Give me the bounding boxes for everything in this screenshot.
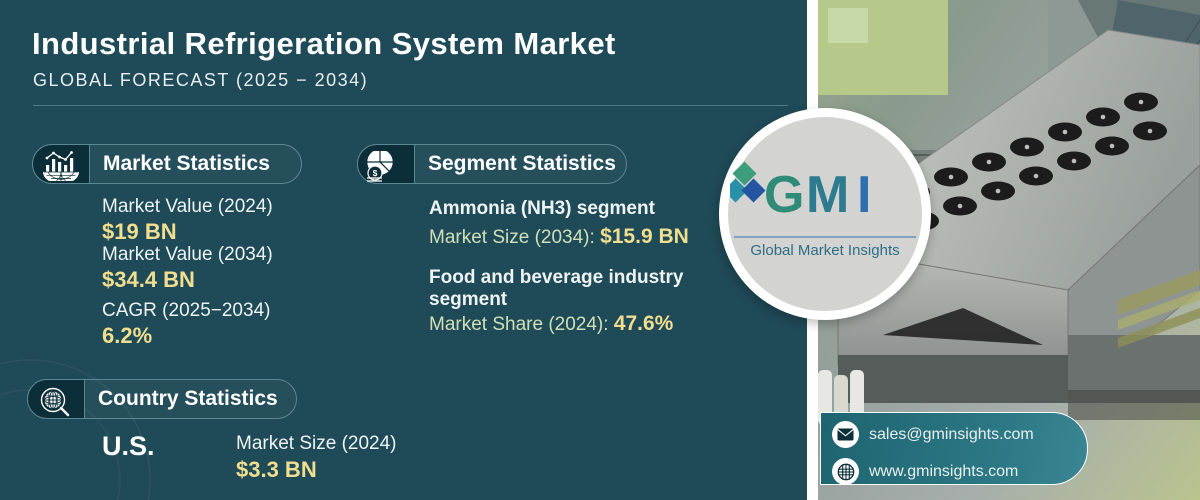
svg-text:$: $ <box>373 168 378 178</box>
svg-text:M: M <box>806 166 846 224</box>
svg-text:Global Market Insights: Global Market Insights <box>750 242 899 259</box>
svg-text:I: I <box>857 166 871 224</box>
svg-text:G: G <box>764 166 802 224</box>
